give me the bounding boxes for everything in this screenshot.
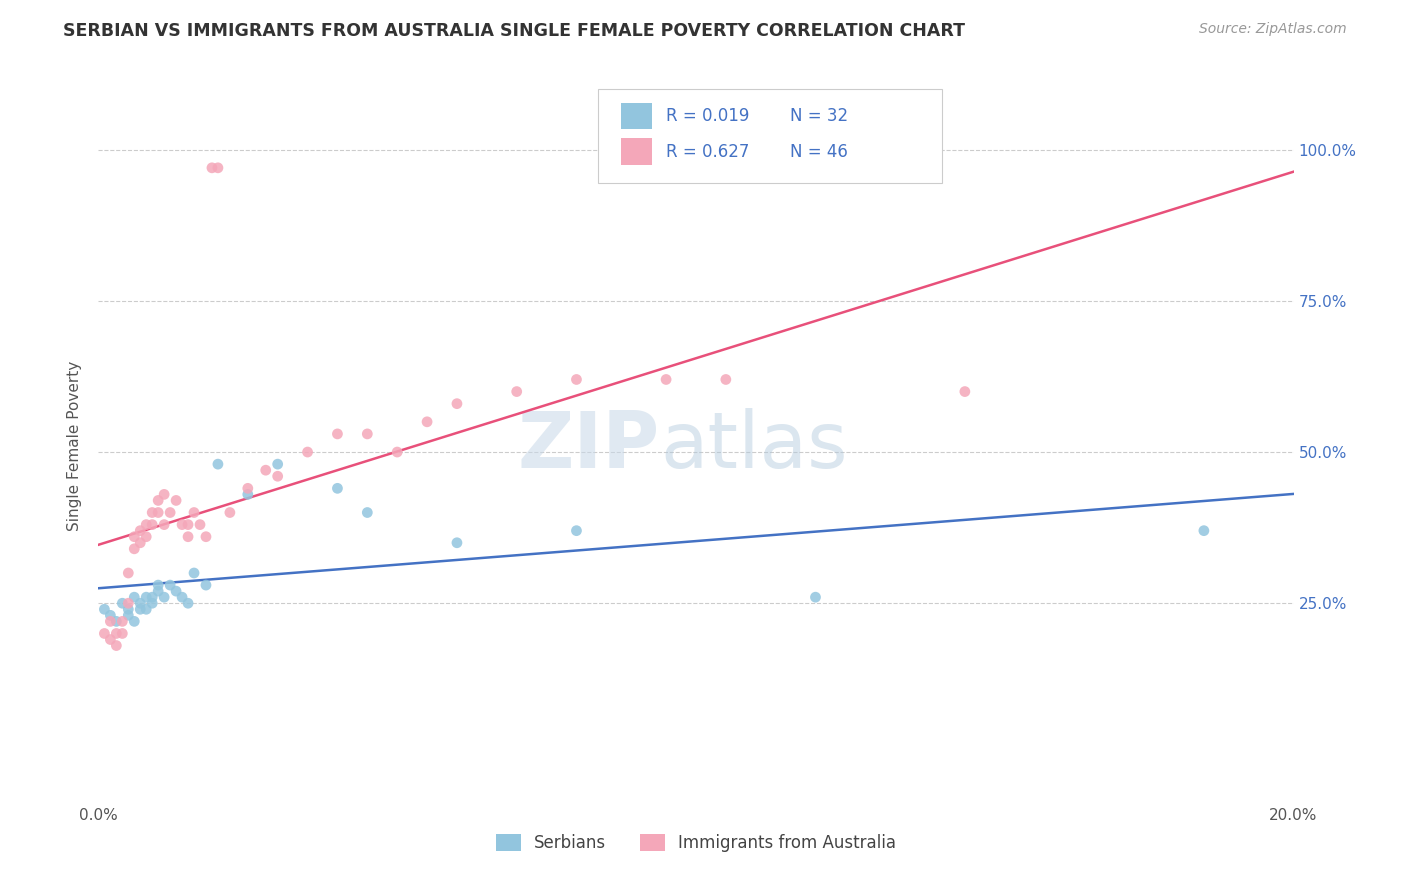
Point — [117, 566, 139, 580]
Point — [714, 372, 737, 386]
Point — [267, 469, 290, 483]
Point — [177, 517, 200, 532]
Point — [326, 426, 349, 441]
Point — [188, 517, 211, 532]
Point — [105, 626, 128, 640]
Point — [953, 384, 976, 399]
Point — [1192, 524, 1215, 538]
Point — [195, 578, 218, 592]
Point — [98, 632, 122, 647]
Point — [124, 615, 146, 629]
Point — [267, 457, 290, 471]
Point — [385, 445, 409, 459]
Point — [98, 615, 122, 629]
Point — [326, 481, 349, 495]
Point — [172, 517, 194, 532]
Point — [148, 578, 170, 592]
Point — [135, 517, 157, 532]
Point — [159, 506, 181, 520]
Point — [565, 524, 588, 538]
Point — [159, 578, 181, 592]
Point — [93, 602, 115, 616]
Text: R = 0.627: R = 0.627 — [666, 143, 749, 161]
Point — [172, 590, 194, 604]
Point — [655, 372, 678, 386]
Point — [165, 493, 187, 508]
Point — [105, 615, 128, 629]
Point — [153, 590, 176, 604]
Point — [124, 590, 146, 604]
Point — [135, 590, 157, 604]
Point — [129, 535, 152, 549]
Point — [356, 426, 378, 441]
Text: R = 0.019: R = 0.019 — [666, 107, 749, 125]
Point — [141, 517, 163, 532]
Point — [183, 506, 205, 520]
Point — [111, 596, 134, 610]
Point — [219, 506, 242, 520]
Point — [236, 481, 259, 495]
Point — [356, 506, 378, 520]
Point — [207, 161, 229, 175]
Point — [195, 530, 218, 544]
Point — [804, 590, 827, 604]
Point — [124, 530, 146, 544]
Point — [129, 596, 152, 610]
Point — [135, 530, 157, 544]
Point — [111, 615, 134, 629]
Point — [446, 535, 468, 549]
Point — [416, 415, 439, 429]
Y-axis label: Single Female Poverty: Single Female Poverty — [67, 361, 83, 531]
Point — [183, 566, 205, 580]
Point — [141, 596, 163, 610]
Text: SERBIAN VS IMMIGRANTS FROM AUSTRALIA SINGLE FEMALE POVERTY CORRELATION CHART: SERBIAN VS IMMIGRANTS FROM AUSTRALIA SIN… — [63, 22, 966, 40]
Legend: Serbians, Immigrants from Australia: Serbians, Immigrants from Australia — [489, 827, 903, 859]
Text: ZIP: ZIP — [517, 408, 661, 484]
Text: atlas: atlas — [661, 408, 848, 484]
Point — [177, 596, 200, 610]
Point — [297, 445, 319, 459]
Point — [565, 372, 588, 386]
Point — [201, 161, 224, 175]
Point — [124, 541, 146, 556]
Text: Source: ZipAtlas.com: Source: ZipAtlas.com — [1199, 22, 1347, 37]
Point — [141, 590, 163, 604]
Point — [153, 517, 176, 532]
Point — [148, 506, 170, 520]
Point — [207, 457, 229, 471]
Point — [135, 602, 157, 616]
Point — [236, 487, 259, 501]
Point — [148, 493, 170, 508]
Point — [98, 608, 122, 623]
Point — [148, 584, 170, 599]
Point — [129, 524, 152, 538]
Point — [93, 626, 115, 640]
Point — [506, 384, 529, 399]
Point — [117, 602, 139, 616]
Text: N = 46: N = 46 — [790, 143, 848, 161]
Point — [111, 626, 134, 640]
Point — [141, 506, 163, 520]
Point — [129, 602, 152, 616]
Point — [446, 397, 468, 411]
Point — [117, 596, 139, 610]
Text: N = 32: N = 32 — [790, 107, 848, 125]
Point — [105, 639, 128, 653]
Point — [177, 530, 200, 544]
Point — [153, 487, 176, 501]
Point — [117, 608, 139, 623]
Point — [165, 584, 187, 599]
Point — [254, 463, 277, 477]
